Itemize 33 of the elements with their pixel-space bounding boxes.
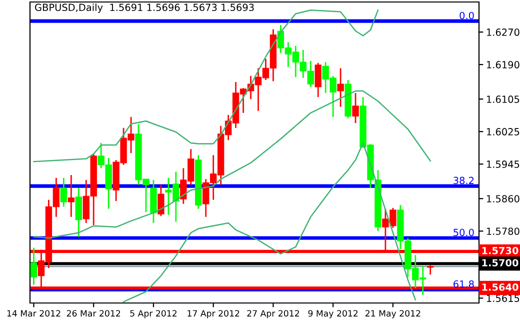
candlestick — [158, 184, 164, 217]
candlestick — [314, 62, 322, 98]
ref-line-label: 1.5730 — [482, 246, 518, 254]
x-tick-label: 14 Mar 2012 — [7, 310, 60, 317]
y-tick-label: 1.6025 — [487, 128, 520, 136]
y-tick-label: 1.5780 — [487, 228, 520, 235]
candlestick — [60, 177, 68, 208]
x-tick-label: 21 May 2012 — [366, 310, 420, 318]
annotation: 0.0 — [460, 12, 474, 20]
candlestick — [30, 247, 38, 286]
line-series — [122, 142, 416, 302]
y-tick-label: 1.6270 — [487, 28, 520, 36]
candlestick — [337, 68, 344, 108]
y-tick-label: 1.5860 — [487, 195, 520, 202]
candlestick — [75, 187, 82, 238]
chart-title: GBPUSD,Daily 1.5691 1.5696 1.5673 1.5693 — [35, 4, 254, 13]
ref-line-label: 1.5700 — [482, 259, 518, 266]
x-tick-label: 26 Mar 2012 — [66, 310, 120, 317]
candlestick — [352, 92, 359, 124]
x-tick-label: 17 Apr 2012 — [188, 310, 240, 318]
ref-line-label: 1.5640 — [482, 283, 518, 291]
annotation: 50.0 — [454, 228, 474, 236]
y-tick-label: 1.6190 — [487, 61, 520, 68]
x-tick-label: 9 May 2012 — [308, 310, 358, 318]
annotation: 38.2 — [454, 176, 474, 184]
x-tick-label: 27 Apr 2012 — [247, 310, 299, 318]
candlestick — [427, 264, 434, 276]
line-series — [33, 90, 431, 239]
y-tick-label: 1.5945 — [487, 160, 520, 168]
x-tick-label: 5 Apr 2012 — [130, 310, 176, 318]
candlestick — [68, 174, 74, 218]
annotation: 61.8 — [454, 280, 474, 288]
y-tick-label: 1.6105 — [487, 96, 520, 103]
